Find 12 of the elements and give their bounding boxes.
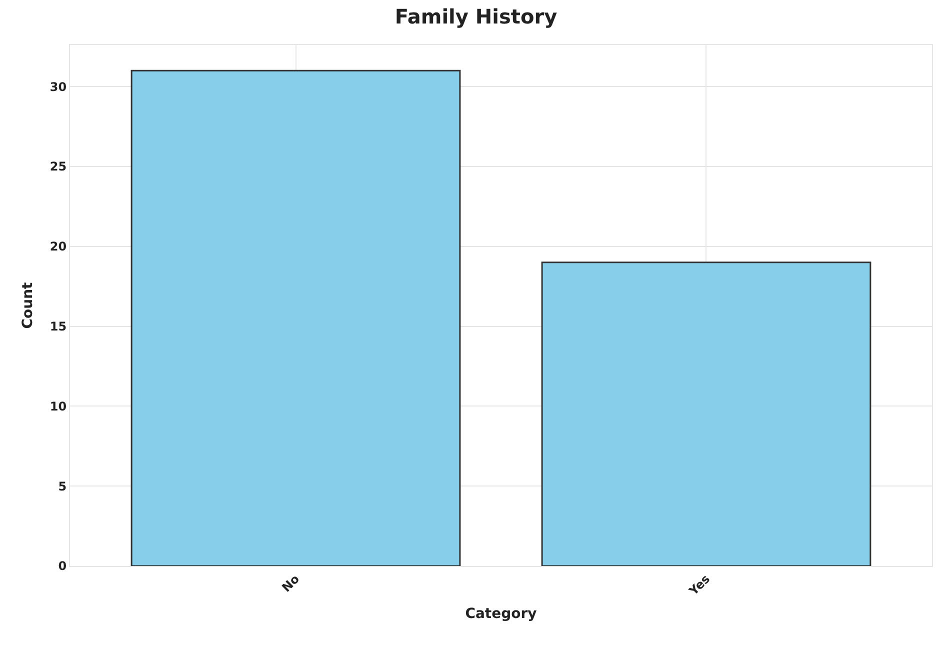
y-tick-label: 10 (50, 399, 67, 414)
y-tick-label: 15 (50, 319, 67, 334)
x-tick-label: Yes (686, 572, 713, 599)
chart-title: Family History (394, 4, 558, 29)
y-tick-label: 0 (58, 559, 67, 574)
y-tick-label: 5 (58, 479, 67, 494)
y-tick-label: 30 (50, 80, 67, 94)
y-axis-title: Count (20, 282, 36, 329)
x-tick-label: No (279, 572, 302, 595)
x-axis-title: Category (465, 606, 537, 622)
y-tick-label: 20 (50, 240, 67, 254)
y-tick-label: 25 (50, 160, 67, 174)
